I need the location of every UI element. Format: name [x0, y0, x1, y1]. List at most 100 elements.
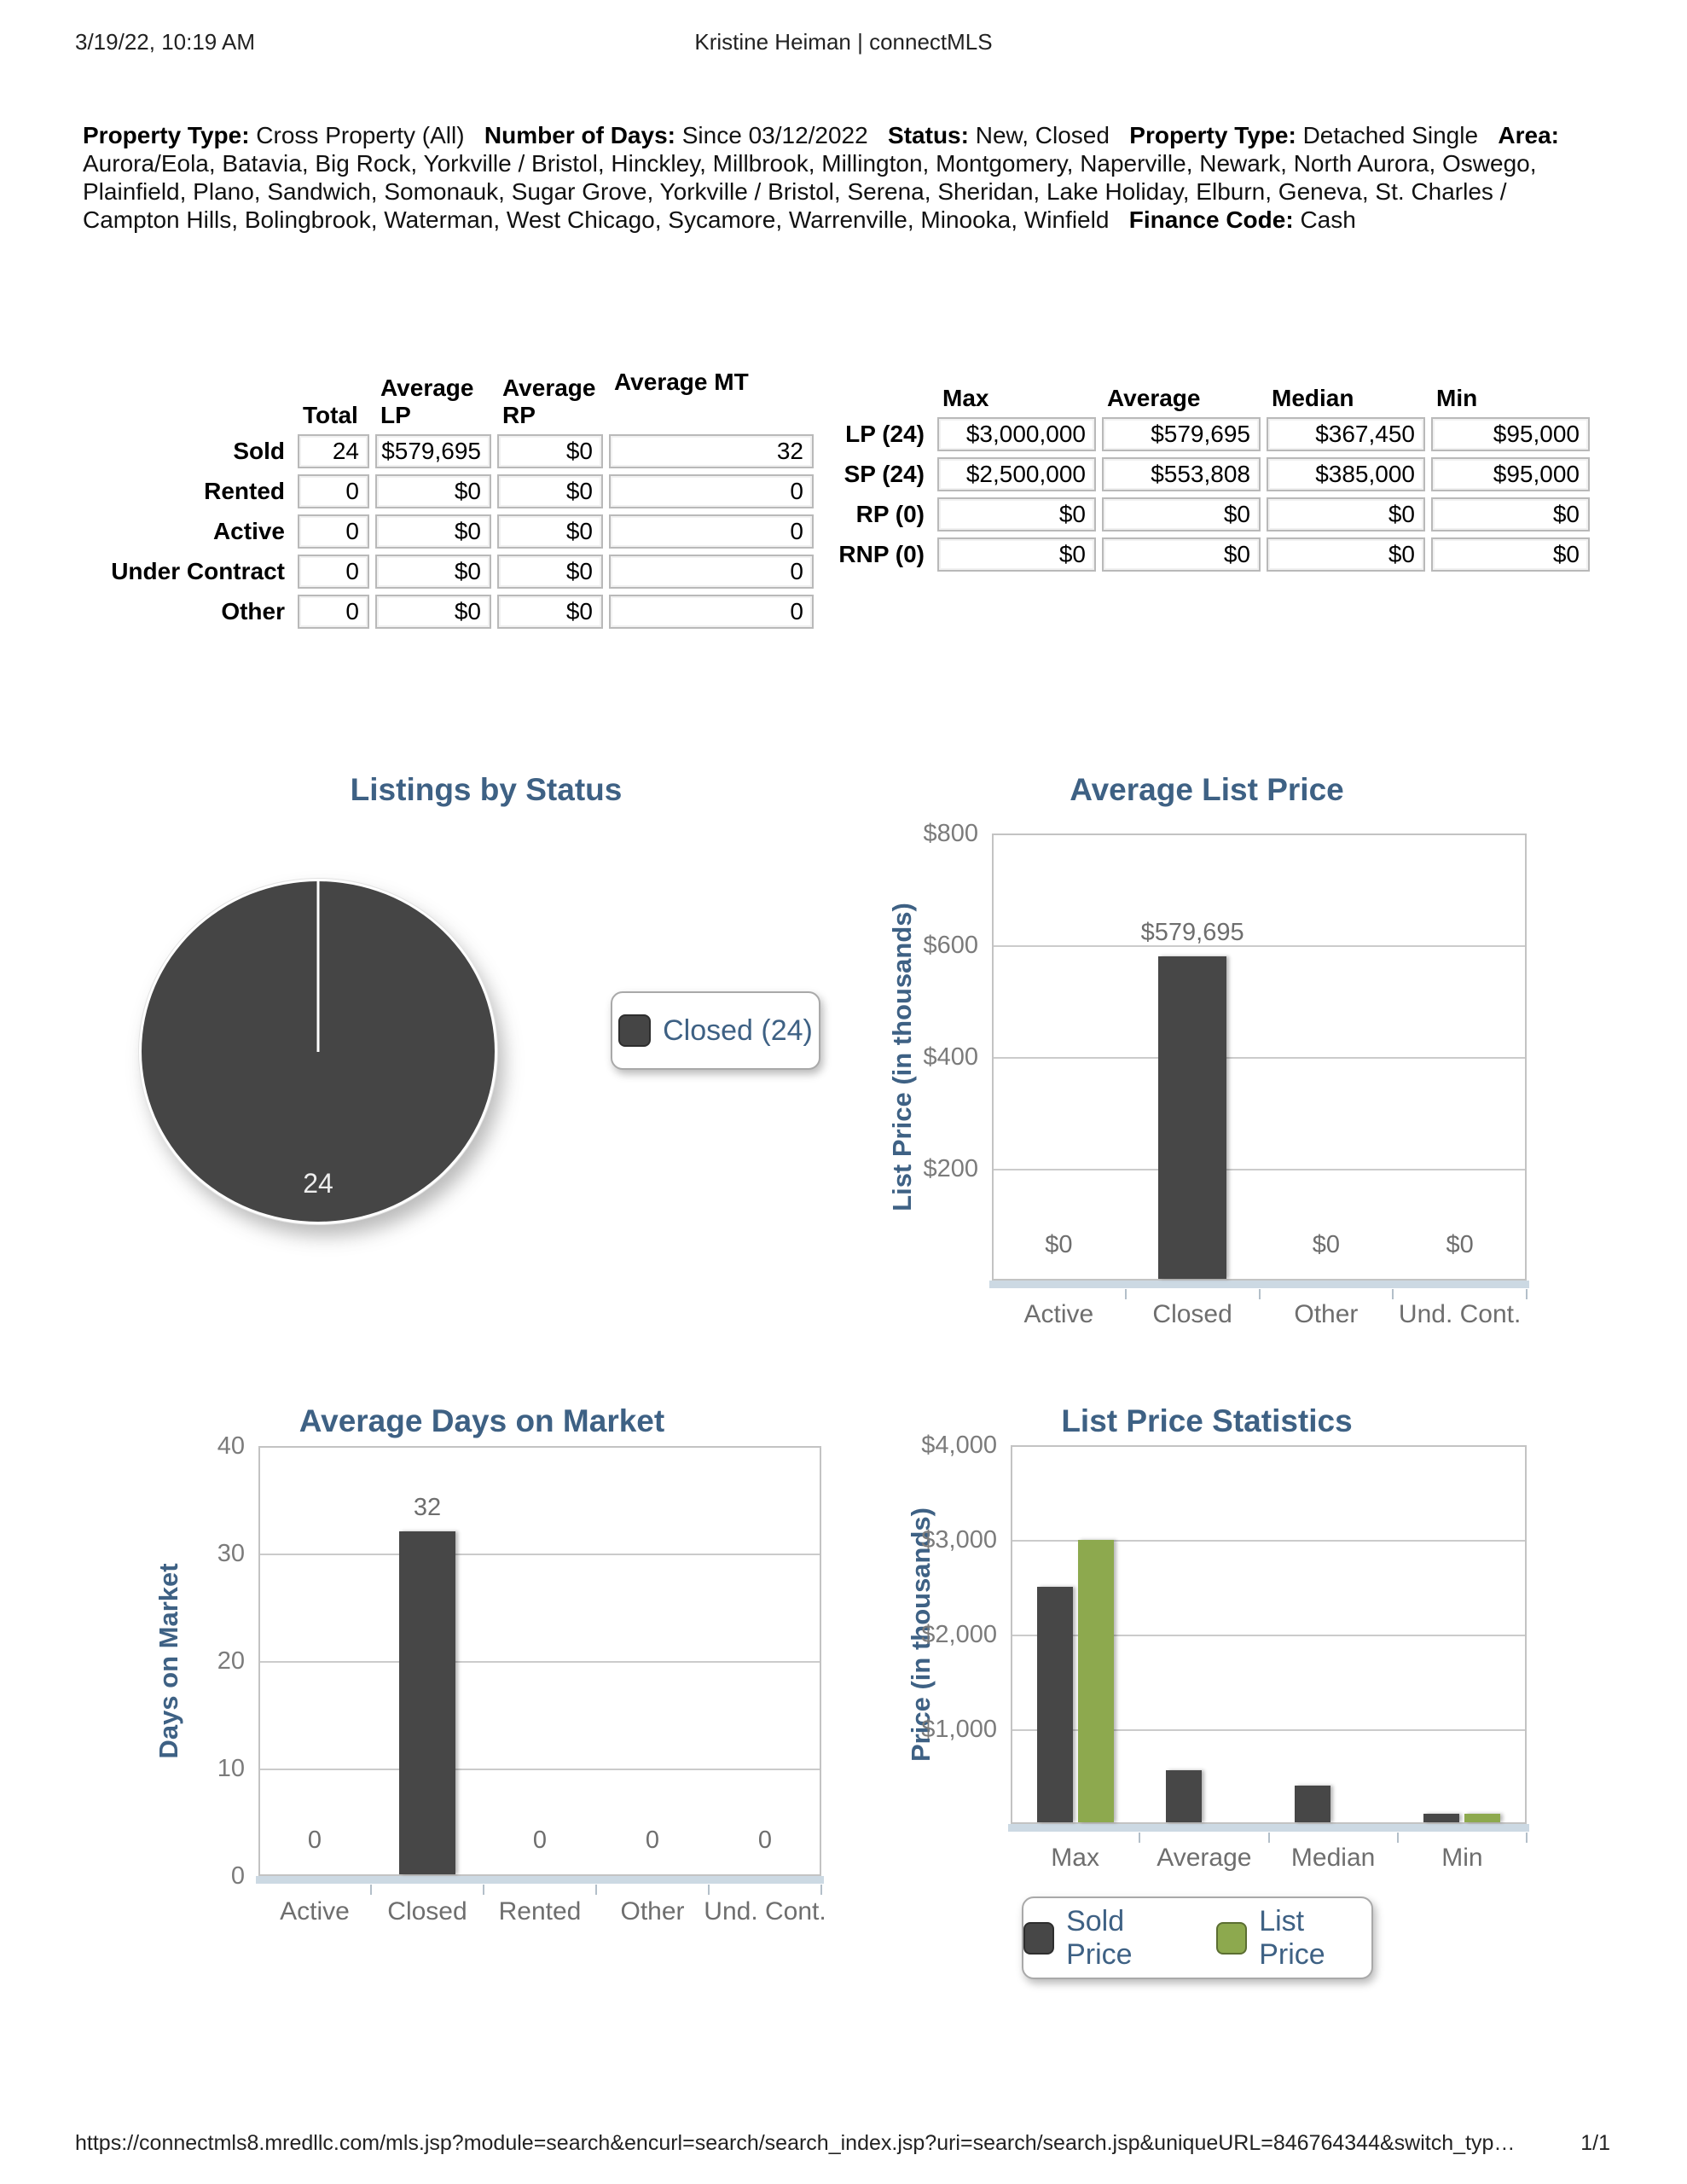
column-header: Total [303, 401, 358, 428]
category-label: Closed [1152, 1300, 1232, 1328]
table-value-box: $0 [497, 434, 603, 468]
category-label: Und. Cont. [1398, 1300, 1522, 1328]
value-label: $0 [1045, 1231, 1073, 1258]
y-tick-label: 40 [217, 1432, 245, 1460]
bar-sold-price-max [1036, 1586, 1073, 1822]
table-value-box: $0 [497, 595, 603, 629]
criteria-label: Property Type: [83, 122, 250, 148]
table-value-box: 0 [298, 474, 369, 508]
table-value-box: 0 [298, 514, 369, 549]
x-axis-tick [1392, 1289, 1394, 1299]
chart-average-days-on-market: Average Days on Market Days on Market 40 30… [128, 1399, 836, 2013]
category-label: Average [1157, 1844, 1252, 1872]
print-header-datetime: 3/19/22, 10:19 AM [75, 29, 256, 55]
y-tick-label: $200 [923, 1155, 978, 1182]
table-corner [102, 369, 292, 428]
value-label: 0 [645, 1827, 660, 1854]
row-label: Rented [204, 478, 285, 504]
print-footer-page-number: 1/1 [1580, 2131, 1610, 2155]
category-label: Min [1441, 1844, 1483, 1872]
x-axis-line [989, 1281, 1529, 1288]
print-header-title: Kristine Heiman | connectMLS [694, 29, 993, 55]
table-value-box: $3,000,000 [937, 417, 1096, 451]
table-value-box: $0 [1267, 497, 1425, 531]
x-axis-tick [595, 1885, 597, 1895]
table-value-box: $95,000 [1431, 457, 1590, 491]
table-value-box: $0 [375, 474, 491, 508]
table-value-box: 0 [609, 595, 814, 629]
chart-title: Listings by Status [350, 772, 623, 807]
x-axis-line [256, 1876, 824, 1884]
table-value-box: $385,000 [1267, 457, 1425, 491]
category-label: Rented [498, 1897, 582, 1926]
y-tick-label: $600 [923, 932, 978, 959]
table-value-box: $0 [937, 537, 1096, 572]
print-footer-url: https://connectmls8.mredllc.com/mls.jsp?… [75, 2131, 1516, 2155]
x-axis-tick [1124, 1289, 1127, 1299]
legend-item: List Price [1216, 1905, 1371, 1972]
legend-swatch-closed [618, 1014, 652, 1047]
table-value-box: $95,000 [1431, 417, 1590, 451]
pie-slice-divider [316, 881, 320, 1052]
y-tick-label: 0 [230, 1862, 245, 1890]
column-header: Average RP [502, 375, 596, 428]
search-criteria-summary: Property Type: Cross Property (All) Numb… [83, 122, 1559, 233]
table-value-box: 32 [609, 434, 814, 468]
table-value-box: 0 [298, 555, 369, 589]
criteria-label: Property Type: [1129, 122, 1296, 148]
bar-sold-price-median [1295, 1786, 1331, 1822]
table-value-box: 0 [609, 555, 814, 589]
x-axis-tick [820, 1885, 822, 1895]
legend-item-closed: Closed (24) [618, 1014, 813, 1048]
pie-slice-closed: 24 [139, 879, 497, 1224]
grid-line [1012, 1635, 1525, 1636]
column-header: Median [1272, 384, 1354, 411]
price-statistics-table: Max Average Median Min LP (24) $3,000,000 $579… [836, 382, 1590, 572]
x-axis-tick [370, 1885, 372, 1895]
row-label: LP (24) [845, 421, 925, 447]
category-label: Other [620, 1897, 685, 1926]
x-axis-tick [1396, 1833, 1399, 1843]
grid-line [994, 1169, 1525, 1170]
x-axis-tick [1526, 1833, 1528, 1843]
y-tick-label: $3,000 [921, 1526, 997, 1554]
x-axis-tick [1267, 1833, 1270, 1843]
grid-line [1012, 1729, 1525, 1731]
x-axis-tick [1139, 1833, 1141, 1843]
y-tick-label: $2,000 [921, 1621, 997, 1648]
table-value-box: $0 [1267, 537, 1425, 572]
column-header: Min [1436, 384, 1478, 411]
grid-line [1012, 1540, 1525, 1542]
x-axis-tick [1258, 1289, 1261, 1299]
legend-swatch-sold-price [1023, 1921, 1055, 1955]
table-value-box: $0 [1102, 497, 1261, 531]
row-label: RP (0) [855, 501, 925, 527]
legend-label-closed: Closed (24) [663, 1014, 813, 1047]
table-value-box: 0 [609, 474, 814, 508]
bar-sold-price-average [1165, 1769, 1202, 1822]
chart-list-price-statistics: List Price Statistics Price (in thousands… [878, 1399, 1535, 2073]
column-header: Average MT [614, 369, 749, 395]
table-value-box: 0 [298, 595, 369, 629]
table-value-box: $0 [1431, 537, 1590, 572]
table-value-box: $0 [497, 474, 603, 508]
table-corner [836, 382, 931, 411]
category-label: Und. Cont. [704, 1897, 826, 1926]
column-header: Max [942, 384, 989, 411]
legend-swatch-list-price [1216, 1921, 1248, 1955]
criteria-label: Number of Days: [484, 122, 675, 148]
x-axis-tick [1526, 1289, 1528, 1299]
value-label: 0 [757, 1827, 773, 1854]
category-label: Active [1023, 1300, 1094, 1328]
table-value-box: $0 [937, 497, 1096, 531]
table-value-box: $0 [497, 514, 603, 549]
grid-line [260, 1554, 820, 1555]
chart-title: Average List Price [1070, 772, 1344, 807]
status-summary-table: Total Average LP Average RP Average MT Sold 2… [102, 369, 814, 629]
table-value-box: 24 [298, 434, 369, 468]
bar-list-price-max [1077, 1539, 1114, 1822]
row-label: Under Contract [111, 558, 285, 584]
pie-slice-value-label: 24 [303, 1168, 333, 1199]
table-value-box: $0 [375, 555, 491, 589]
category-label: Median [1290, 1844, 1376, 1872]
